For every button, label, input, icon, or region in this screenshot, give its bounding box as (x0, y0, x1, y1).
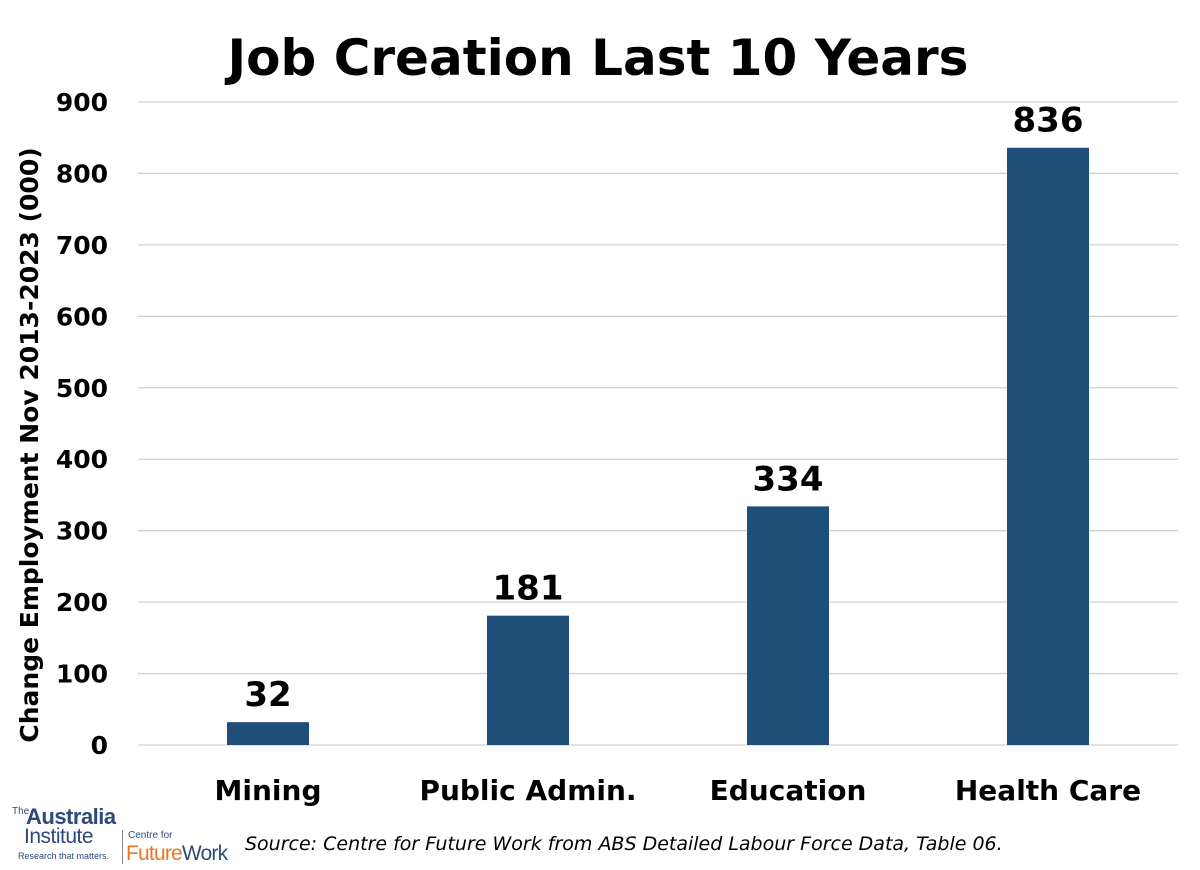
y-tick-label: 900 (56, 88, 108, 117)
logo-divider (122, 830, 123, 864)
bar (227, 722, 309, 745)
centre-for-future-work-wordmark: Centre for FutureWork (126, 828, 236, 868)
logo-futurework-text: FutureWork (126, 842, 228, 866)
data-label: 836 (1013, 101, 1084, 141)
data-label: 181 (493, 569, 564, 609)
chart-title: Job Creation Last 10 Years (225, 29, 969, 87)
x-axis-categories: Mining Public Admin. Education Health Care (215, 774, 1142, 807)
category-label: Education (710, 774, 867, 807)
y-tick-label: 500 (56, 374, 108, 403)
source-note: Source: Centre for Future Work from ABS … (245, 833, 1003, 855)
y-tick-label: 800 (56, 159, 108, 188)
category-label: Public Admin. (419, 774, 636, 807)
logo-institute-text: Institute (24, 825, 94, 848)
category-label: Health Care (955, 774, 1141, 807)
bars (227, 147, 1089, 746)
y-tick-label: 200 (56, 588, 108, 617)
y-axis-title: Change Employment Nov 2013-2023 (000) (15, 147, 44, 742)
y-tick-label: 0 (91, 731, 108, 760)
logo-tagline: Research that matters. (18, 851, 110, 861)
y-tick-label: 300 (56, 517, 108, 546)
logo-the-text: The (12, 806, 30, 817)
gridlines (138, 101, 1178, 746)
bar (487, 615, 569, 745)
tai-wordmark: The Australia Institute Research that ma… (10, 804, 118, 866)
logo-future-text: Future (126, 842, 183, 865)
data-label: 334 (753, 459, 824, 499)
logo-work-text: Work (181, 842, 228, 865)
y-tick-label: 700 (56, 231, 108, 260)
y-tick-label: 100 (56, 660, 108, 689)
data-label: 32 (244, 675, 291, 715)
bar (747, 506, 829, 745)
data-labels: 32 181 334 836 (244, 101, 1083, 715)
logo-australia-text: Australia (26, 804, 116, 829)
australia-institute-logo: The Australia Institute Research that ma… (10, 804, 232, 866)
y-tick-label: 400 (56, 445, 108, 474)
category-label: Mining (215, 774, 322, 807)
bar (1007, 147, 1089, 746)
logo-centre-for-text: Centre for (128, 830, 173, 841)
y-axis-ticks: 0 100 200 300 400 500 600 700 800 900 (56, 88, 108, 760)
y-tick-label: 600 (56, 302, 108, 331)
